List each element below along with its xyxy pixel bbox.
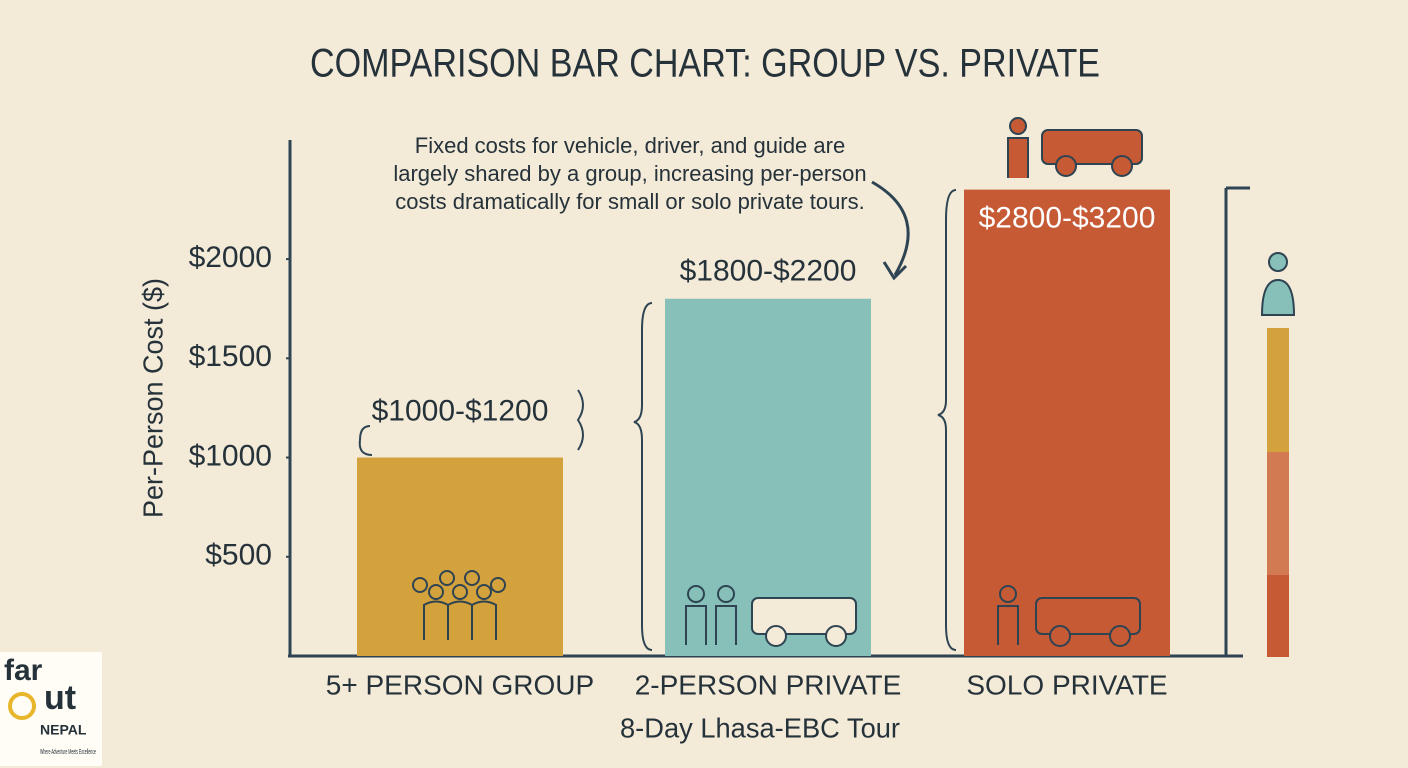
logo-text: ut — [44, 679, 76, 717]
y-axis-label: Per-Person Cost ($) — [137, 278, 168, 518]
chart-title: COMPARISON BAR CHART: GROUP VS. PRIVATE — [310, 42, 1100, 86]
x-tick-label: 5+ PERSON GROUP — [326, 669, 594, 700]
y-tick-label: $1500 — [189, 340, 272, 373]
callout-arrow — [871, 180, 910, 276]
callout-text: largely shared by a group, increasing pe… — [393, 161, 866, 186]
icon-couple-car — [685, 585, 857, 647]
logo-text: far — [4, 654, 43, 687]
bar — [357, 457, 563, 656]
range-label: $2800-$3200 — [979, 202, 1156, 235]
bar — [964, 189, 1170, 656]
icon-solo-car — [997, 585, 1141, 647]
logo-tagline: Where Adventure Meets Excellence — [40, 749, 96, 756]
logo: far ut NEPAL Where Adventure Meets Excel… — [0, 652, 102, 766]
brace — [633, 302, 653, 651]
icon-group — [412, 570, 506, 640]
x-axis-label: 8-Day Lhasa-EBC Tour — [620, 712, 900, 743]
x-tick-label: 2-PERSON PRIVATE — [635, 669, 902, 700]
logo-text: NEPAL — [40, 722, 87, 738]
callout-arrowhead — [882, 261, 908, 281]
y-tick-label: $500 — [205, 539, 272, 572]
side-scale — [1224, 186, 1296, 657]
y-tick-label: $1000 — [189, 439, 272, 472]
callout-text: costs dramatically for small or solo pri… — [395, 189, 865, 214]
icon-solo-car-top — [1007, 117, 1143, 178]
x-tick-label: SOLO PRIVATE — [966, 669, 1167, 700]
brace — [358, 389, 584, 456]
y-tick-label: $2000 — [189, 241, 272, 274]
bar — [665, 298, 871, 656]
brace — [937, 189, 957, 651]
callout-text: Fixed costs for vehicle, driver, and gui… — [415, 133, 845, 158]
range-label: $1000-$1200 — [372, 394, 549, 427]
range-label: $1800-$2200 — [680, 255, 857, 288]
